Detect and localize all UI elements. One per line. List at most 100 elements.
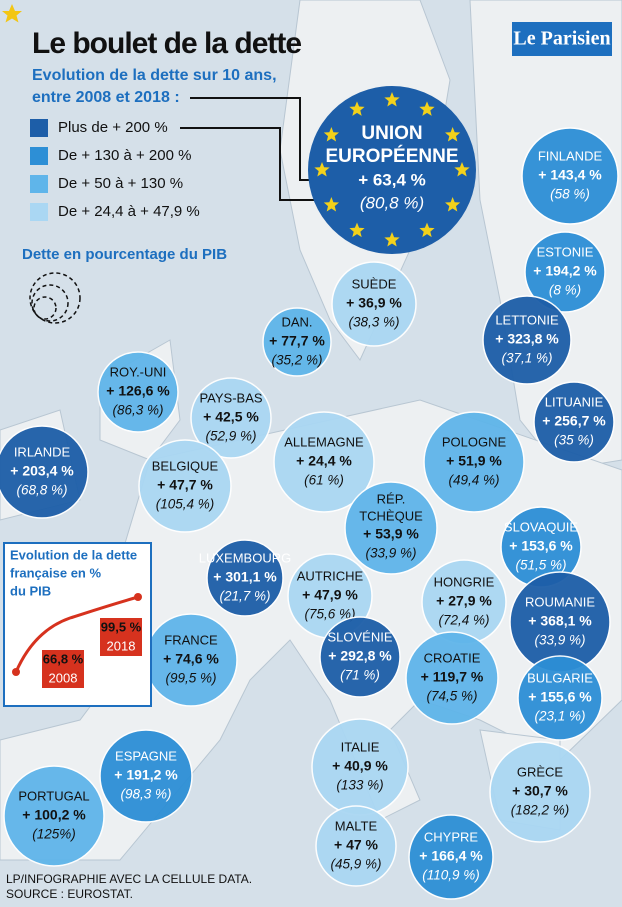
country-growth: + 194,2 % bbox=[533, 263, 597, 279]
subtitle: Evolution de la dette sur 10 ans, bbox=[32, 67, 277, 84]
country-name: AUTRICHE bbox=[297, 568, 364, 583]
eu-star bbox=[445, 197, 461, 212]
country-growth: + 74,6 % bbox=[163, 651, 219, 667]
country-circle bbox=[319, 616, 401, 698]
legend-label: De + 130 à + 200 % bbox=[58, 147, 191, 164]
country-circle bbox=[315, 805, 397, 887]
inset-title: Evolution de la dette bbox=[10, 547, 137, 562]
country-growth: + 51,9 % bbox=[446, 453, 502, 469]
note: Dette en pourcentage du PIB bbox=[22, 246, 227, 263]
inset-point bbox=[12, 668, 20, 676]
country-circle bbox=[273, 411, 375, 513]
logo: Le Parisien bbox=[513, 28, 610, 50]
country-growth: + 47,9 % bbox=[302, 587, 358, 603]
country-growth: + 155,6 % bbox=[528, 689, 592, 705]
country-growth: + 47 % bbox=[334, 837, 379, 853]
country-ratio: (99,5 %) bbox=[165, 671, 216, 686]
country-ratio: (71 %) bbox=[340, 668, 380, 683]
country-name: GRÈCE bbox=[517, 764, 564, 779]
country-ratio: (49,4 %) bbox=[448, 473, 499, 488]
country-circle bbox=[408, 814, 494, 900]
logo-box bbox=[512, 22, 612, 56]
country-growth: + 126,6 % bbox=[106, 383, 170, 399]
country-growth: + 53,9 % bbox=[363, 526, 419, 542]
country-circle bbox=[489, 741, 591, 843]
eu-star bbox=[384, 232, 400, 247]
country-growth: + 47,7 % bbox=[157, 477, 213, 493]
star-icon bbox=[2, 4, 22, 23]
country-growth: + 24,4 % bbox=[296, 453, 352, 469]
country-name: SLOVÉNIE bbox=[327, 629, 392, 644]
country-growth: + 100,2 % bbox=[22, 807, 86, 823]
legend: Plus de + 200 % De + 130 à + 200 % De + 50… bbox=[30, 119, 200, 221]
country-circle bbox=[524, 231, 606, 313]
union-name: EUROPÉENNE bbox=[325, 145, 458, 167]
eu-star bbox=[419, 222, 435, 238]
eu-star bbox=[349, 222, 365, 238]
inset-point bbox=[134, 593, 142, 601]
country-name: MALTE bbox=[335, 818, 378, 833]
country-growth: + 42,5 % bbox=[203, 409, 259, 425]
country-name: BULGARIE bbox=[527, 670, 593, 685]
country-ratio: (8 %) bbox=[549, 283, 581, 298]
country-name: ESTONIE bbox=[537, 244, 594, 259]
country-circle bbox=[3, 765, 105, 867]
country-name: ESPAGNE bbox=[115, 748, 177, 763]
legend-label: De + 24,4 à + 47,9 % bbox=[58, 203, 200, 220]
country-ratio: (51,5 %) bbox=[515, 558, 566, 573]
subtitle: entre 2008 et 2018 : bbox=[32, 89, 180, 106]
country-name: BELGIQUE bbox=[152, 458, 219, 473]
country-ratio: (110,9 %) bbox=[422, 868, 480, 883]
country-name: ROUMANIE bbox=[525, 594, 595, 609]
country-name: LUXEMBOURG bbox=[199, 550, 291, 565]
country-circle bbox=[533, 381, 615, 463]
country-circle bbox=[0, 425, 89, 519]
country-growth: + 119,7 % bbox=[421, 669, 484, 685]
country-name: DAN. bbox=[281, 314, 312, 329]
countries: FINLANDE + 143,4 % (58 %) ESTONIE + 194,2 % (… bbox=[0, 127, 619, 900]
country-name: PAYS-BAS bbox=[199, 390, 262, 405]
country-ratio: (52,9 %) bbox=[205, 429, 256, 444]
country-growth: + 77,7 % bbox=[269, 333, 325, 349]
eu-star bbox=[419, 101, 435, 116]
legend-swatch bbox=[30, 147, 48, 165]
country-ratio: (58 %) bbox=[550, 187, 590, 202]
country-name: PORTUGAL bbox=[18, 788, 89, 803]
country-ratio: (61 %) bbox=[304, 473, 344, 488]
inset-title: du PIB bbox=[10, 583, 51, 598]
country-ratio: (35 %) bbox=[554, 433, 594, 448]
country-growth: + 153,6 % bbox=[509, 538, 573, 554]
country-ratio: (33,9 %) bbox=[365, 546, 416, 561]
size-icon bbox=[29, 272, 81, 324]
country-growth: + 40,9 % bbox=[332, 758, 388, 774]
country-growth: + 203,4 % bbox=[10, 463, 74, 479]
country-circle bbox=[138, 439, 232, 533]
country-ratio: (23,1 %) bbox=[534, 709, 585, 724]
country-growth: + 368,1 % bbox=[528, 613, 592, 629]
inset-label-box bbox=[100, 618, 142, 656]
country-growth: + 166,4 % bbox=[419, 848, 483, 864]
country-circle bbox=[521, 127, 619, 225]
country-growth: + 191,2 % bbox=[114, 767, 178, 783]
country-ratio: (74,5 %) bbox=[426, 689, 477, 704]
country-name: SLOVAQUIE bbox=[504, 519, 579, 534]
country-name: IRLANDE bbox=[14, 444, 71, 459]
country-growth: + 256,7 % bbox=[542, 413, 606, 429]
union-growth: + 63,4 % bbox=[358, 170, 426, 189]
country-circle bbox=[331, 261, 417, 347]
eu-star bbox=[445, 127, 461, 142]
country-ratio: (182,2 %) bbox=[511, 803, 570, 818]
country-name: CROATIE bbox=[424, 650, 481, 665]
country-growth: + 301,1 % bbox=[213, 569, 277, 585]
country-name: ALLEMAGNE bbox=[284, 434, 364, 449]
legend-swatch bbox=[30, 119, 48, 137]
country-growth: + 36,9 % bbox=[346, 295, 402, 311]
inset-year: 2018 bbox=[107, 638, 136, 653]
legend-swatch bbox=[30, 175, 48, 193]
country-name: LITUANIE bbox=[545, 394, 604, 409]
country-circle bbox=[344, 481, 438, 575]
country-ratio: (105,4 %) bbox=[156, 497, 215, 512]
country-name: POLOGNE bbox=[442, 434, 507, 449]
country-circle bbox=[482, 295, 572, 385]
